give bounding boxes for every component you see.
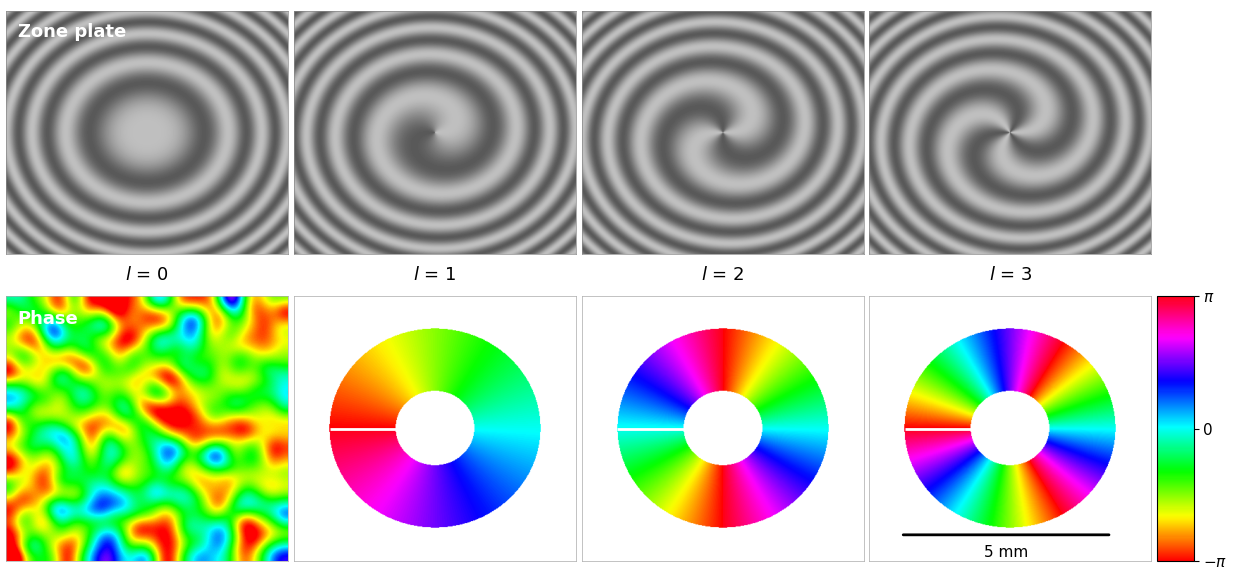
Text: Zone plate: Zone plate <box>18 23 126 41</box>
Text: 5 mm: 5 mm <box>984 545 1029 560</box>
Text: Phase: Phase <box>18 310 79 328</box>
Text: $\it{l}$ = 1: $\it{l}$ = 1 <box>414 266 456 284</box>
Text: $\it{l}$ = 3: $\it{l}$ = 3 <box>989 266 1032 284</box>
Text: $\it{l}$ = 2: $\it{l}$ = 2 <box>701 266 744 284</box>
Text: $\it{l}$ = 0: $\it{l}$ = 0 <box>125 266 169 284</box>
